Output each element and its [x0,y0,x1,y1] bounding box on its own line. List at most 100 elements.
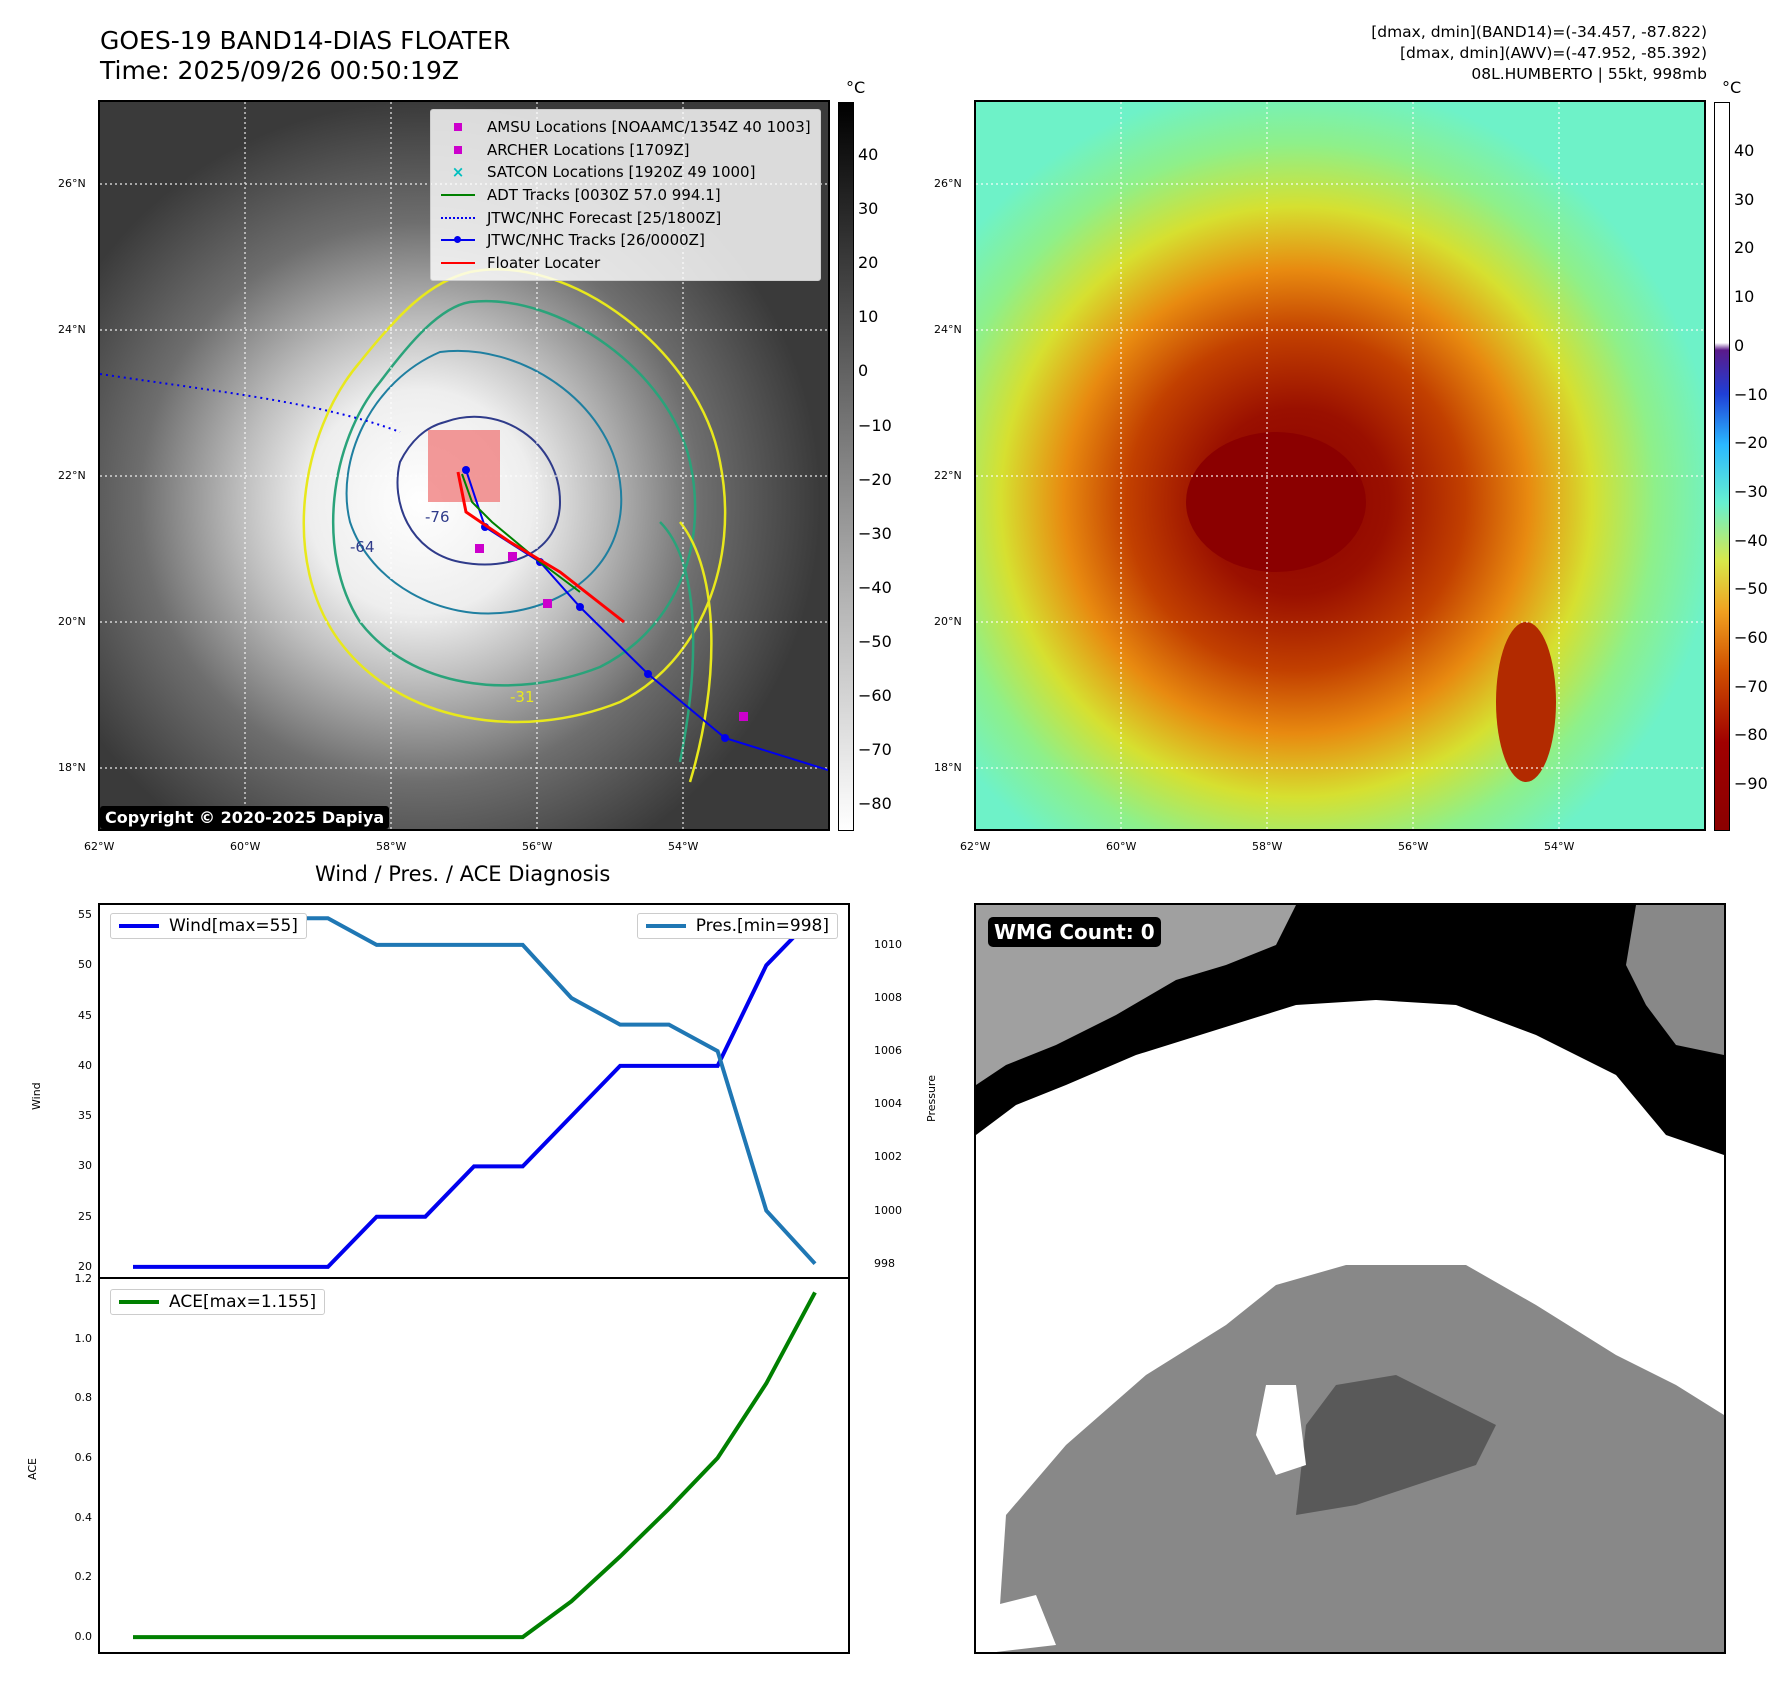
legend-archer: ARCHER Locations [1709Z] [439,139,812,162]
colorbar-left-tick: −20 [858,469,892,489]
wmg-panel: WMG Count: 0 [974,903,1726,1654]
legend-satcon: × SATCON Locations [1920Z 49 1000] [451,163,756,182]
ace-tick: 0.4 [74,1510,93,1524]
wind-tick: 50 [78,958,92,972]
storm-info: 08L.HUMBERTO | 55kt, 998mb [1471,65,1707,83]
lon-56-right: 56°W [1398,840,1429,853]
ace-legend: ACE[max=1.155] [110,1289,326,1315]
lon-56-left: 56°W [522,840,553,853]
colorbar-left-tick: 0 [858,361,869,381]
ace-axis-label: ACE [26,1458,39,1480]
ace-tick: 1.0 [74,1331,93,1345]
colorbar-right-tick: −20 [1734,433,1768,453]
wind-tick: 55 [78,908,92,922]
lat-20-right: 20°N [934,615,962,628]
copyright-badge: Copyright © 2020-2025 Dapiya [100,806,390,829]
pressure-tick: 1002 [874,1150,902,1164]
colorbar-right-tick: −30 [1734,481,1768,501]
pressure-tick: 1004 [874,1097,902,1111]
wind-legend: Wind[max=55] [110,913,307,939]
wind-tick: 25 [78,1209,92,1223]
ace-series-line [133,1291,817,1640]
colorbar-left-tick: 30 [858,199,879,219]
colorbar-right-tick: −50 [1734,579,1768,599]
awv-map-image [976,102,1704,829]
wind-pres-plot [133,913,817,1269]
lon-54-left: 54°W [668,840,699,853]
colorbar-left-tick: 40 [858,145,879,164]
colorbar-left-tick: −40 [858,577,892,597]
ace-tick: 0.6 [74,1451,93,1465]
colorbar-right-tick: −60 [1734,628,1768,647]
colorbar-left-tick: −50 [858,631,892,651]
colorbar-left-tick: −80 [858,794,892,814]
colorbar-left-tick: −60 [858,686,892,705]
lat-18-left: 18°N [58,761,86,774]
colorbar-left [838,102,854,831]
colorbar-left-tick: 10 [858,307,879,327]
lat-26-left: 26°N [58,177,86,190]
ir-map-panel: -64 -76 -31 AMSU Locations [NOAAMC/1354Z… [98,100,830,831]
lon-60-right: 60°W [1106,840,1137,853]
colorbar-right-tick: −90 [1734,774,1768,794]
legend-tracks: JTWC/NHC Tracks [26/0000Z] [439,229,812,252]
legend-floater: Floater Locater [439,252,812,275]
map-legend: AMSU Locations [NOAAMC/1354Z 40 1003] AR… [430,109,821,282]
lat-24-left: 24°N [58,323,86,336]
dmax-awv: [dmax, dmin](AWV)=(-47.952, -85.392) [1400,44,1707,62]
lat-18-right: 18°N [934,761,962,774]
contour-label-76: -76 [425,508,450,526]
ace-tick: 0.0 [74,1630,93,1644]
colorbar-left-unit: °C [846,78,866,97]
lon-62-left: 62°W [84,840,115,853]
wmg-count-badge: WMG Count: 0 [988,917,1161,947]
lon-54-right: 54°W [1544,840,1575,853]
colorbar-left-tick: −10 [858,415,892,435]
ace-tick: 1.2 [74,1272,93,1285]
colorbar-right-tick: 30 [1734,189,1755,209]
wind-tick: 40 [78,1058,92,1072]
lon-62-right: 62°W [960,840,991,853]
lat-22-right: 22°N [934,469,962,482]
pressure-tick: 1006 [874,1044,902,1058]
pres-legend: Pres.[min=998] [636,913,838,939]
ace-panel: ACE[max=1.155] [98,1277,850,1654]
colorbar-right-tick: 20 [1734,238,1755,258]
pressure-series-line [133,916,817,1266]
contour-label-31: -31 [510,688,535,706]
wind-tick: 45 [78,1008,92,1022]
colorbar-right-unit: °C [1722,78,1742,97]
wind-pres-panel: Wind[max=55] Pres.[min=998] [98,903,850,1279]
ace-plot [133,1291,817,1640]
dmax-band14: [dmax, dmin](BAND14)=(-34.457, -87.822) [1371,23,1707,41]
colorbar-right-tick: −70 [1734,676,1768,696]
chart-title-line2: Time: 2025/09/26 00:50:19Z [100,56,459,85]
lat-24-right: 24°N [934,323,962,336]
ace-tick: 0.8 [74,1391,93,1405]
colorbar-left-tick: −30 [858,523,892,543]
colorbar-left-tick: −70 [858,740,892,760]
legend-adt: ADT Tracks [0030Z 57.0 994.1] [439,184,812,207]
colorbar-right-tick: −80 [1734,725,1768,745]
colorbar-right-tick: −40 [1734,530,1768,550]
lon-60-left: 60°W [230,840,261,853]
contour-label-64: -64 [350,538,375,556]
pressure-tick: 1008 [874,991,902,1004]
pressure-tick: 1000 [874,1203,902,1217]
legend-forecast: JTWC/NHC Forecast [25/1800Z] [439,206,812,229]
colorbar-left-tick: 20 [858,253,879,273]
lon-58-left: 58°W [376,840,407,853]
colorbar-right-tick: −10 [1734,384,1768,404]
colorbar-right-tick: 40 [1734,141,1755,160]
pressure-axis-label: Pressure [925,1075,938,1122]
pressure-tick: 1010 [874,937,902,951]
wind-tick: 20 [78,1259,92,1273]
colorbar-right-tick: 10 [1734,287,1755,307]
ace-tick: 0.2 [74,1570,93,1584]
pressure-tick: 998 [874,1256,895,1270]
lon-58-right: 58°W [1252,840,1283,853]
lat-26-right: 26°N [934,177,962,190]
legend-amsu: AMSU Locations [NOAAMC/1354Z 40 1003] [439,116,812,139]
awv-map-panel [974,100,1706,831]
colorbar-right-tick: 0 [1734,335,1745,355]
